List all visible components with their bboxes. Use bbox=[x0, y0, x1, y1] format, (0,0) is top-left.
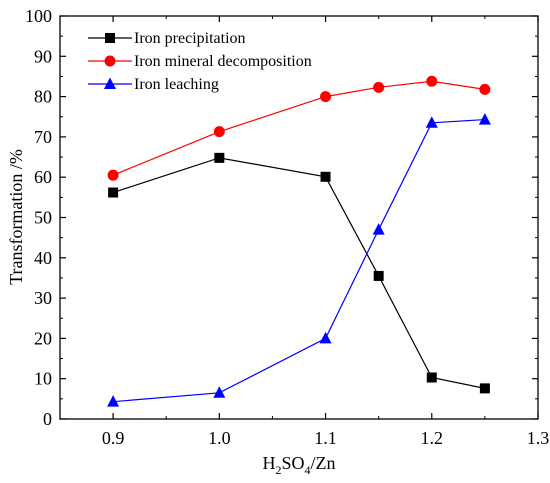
x-tick-label: 1.0 bbox=[208, 428, 231, 448]
legend-label-iron-leaching: Iron leaching bbox=[134, 76, 219, 93]
y-axis-title: Transformation /% bbox=[6, 149, 26, 285]
data-point-iron-precipitation bbox=[320, 171, 331, 182]
x-axis-title-sub2: 4 bbox=[305, 463, 311, 477]
legend-label-iron-precipitation: Iron precipitation bbox=[134, 30, 246, 47]
data-point-iron-leaching bbox=[107, 395, 120, 407]
data-point-iron-leaching bbox=[478, 113, 491, 125]
x-tick-label: 0.9 bbox=[102, 428, 125, 448]
series-line-iron-precipitation bbox=[112, 157, 486, 389]
data-point-iron-precipitation bbox=[479, 383, 490, 394]
x-tick-label: 1.2 bbox=[421, 428, 444, 448]
y-tick-label: 20 bbox=[34, 328, 52, 348]
data-point-iron-precipitation bbox=[426, 372, 437, 383]
x-axis-title-zn: /Zn bbox=[311, 453, 336, 473]
legend-marker-iron-leaching bbox=[104, 77, 116, 89]
x-axis-title-so: SO bbox=[281, 453, 304, 473]
plot-frame bbox=[59, 15, 539, 420]
x-tick-label: 1.1 bbox=[314, 428, 337, 448]
series-line-iron-leaching bbox=[113, 118, 485, 403]
x-axis-title-h: H bbox=[262, 453, 275, 473]
y-tick-label: 100 bbox=[25, 6, 52, 26]
data-point-iron-precipitation bbox=[108, 187, 119, 198]
x-axis-title-sub1: 2 bbox=[275, 463, 281, 477]
legend-marker-iron-precipitation bbox=[105, 33, 115, 43]
data-point-iron-mineral-decomposition bbox=[320, 91, 332, 103]
y-axis: 0 10 20 30 40 50 60 70 80 90 100 bbox=[25, 6, 538, 429]
data-point-iron-precipitation bbox=[214, 152, 225, 163]
legend-marker-iron-mineral-decomposition bbox=[104, 55, 116, 67]
data-point-iron-mineral-decomposition bbox=[426, 75, 438, 87]
data-point-iron-leaching bbox=[319, 331, 332, 344]
data-point-iron-mineral-decomposition bbox=[107, 169, 119, 181]
series-layer bbox=[107, 75, 491, 407]
y-tick-label: 90 bbox=[34, 46, 52, 66]
data-point-iron-leaching bbox=[372, 223, 385, 235]
y-tick-label: 30 bbox=[34, 288, 52, 308]
data-point-iron-precipitation bbox=[373, 270, 384, 281]
y-tick-label: 60 bbox=[34, 167, 52, 187]
y-tick-label: 0 bbox=[43, 409, 52, 429]
y-tick-label: 40 bbox=[34, 248, 52, 268]
legend-label-iron-mineral-decomposition: Iron mineral decomposition bbox=[134, 53, 312, 70]
x-axis: 0.9 1.0 1.1 1.2 1.3 bbox=[102, 16, 549, 448]
series-line-iron-mineral-decomposition bbox=[112, 80, 485, 176]
data-point-iron-mineral-decomposition bbox=[373, 81, 385, 93]
data-point-iron-mineral-decomposition bbox=[213, 126, 225, 138]
y-tick-label: 50 bbox=[34, 208, 52, 228]
data-point-iron-leaching bbox=[425, 116, 438, 128]
x-axis-title: H2SO4/Zn bbox=[262, 453, 335, 477]
y-tick-label: 10 bbox=[34, 369, 52, 389]
y-tick-label: 80 bbox=[34, 87, 52, 107]
y-tick-label: 70 bbox=[34, 127, 52, 147]
data-point-iron-mineral-decomposition bbox=[479, 83, 491, 95]
data-point-iron-leaching bbox=[213, 386, 226, 398]
x-tick-label: 1.3 bbox=[527, 428, 550, 448]
legend: Iron precipitation Iron mineral decomposi… bbox=[88, 30, 312, 93]
